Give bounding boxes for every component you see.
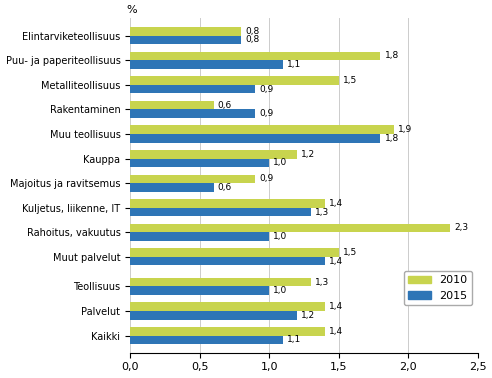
Bar	[130, 199, 325, 208]
Text: 1,1: 1,1	[287, 335, 302, 344]
Text: 1,2: 1,2	[301, 150, 315, 159]
Bar	[130, 302, 325, 311]
Text: 1,3: 1,3	[315, 208, 329, 217]
Text: 1,5: 1,5	[343, 248, 357, 257]
Text: 0,8: 0,8	[246, 36, 260, 45]
Bar	[130, 150, 297, 158]
Bar	[130, 232, 269, 241]
Bar	[130, 175, 255, 183]
Text: 1,0: 1,0	[274, 232, 287, 241]
Text: 1,0: 1,0	[274, 158, 287, 167]
Bar	[130, 36, 242, 44]
Bar	[130, 208, 311, 216]
Text: 0,9: 0,9	[259, 109, 274, 118]
Bar	[130, 287, 269, 295]
Legend: 2010, 2015: 2010, 2015	[404, 271, 472, 305]
Text: 1,5: 1,5	[343, 76, 357, 85]
Text: 2,3: 2,3	[454, 223, 468, 232]
Text: 0,6: 0,6	[218, 101, 232, 110]
Text: 1,4: 1,4	[329, 257, 343, 266]
Bar	[130, 27, 242, 36]
Bar	[130, 125, 394, 134]
Text: 1,3: 1,3	[315, 277, 329, 287]
Text: 1,4: 1,4	[329, 199, 343, 208]
Bar	[130, 248, 338, 257]
Text: 1,8: 1,8	[385, 51, 399, 60]
Text: 1,4: 1,4	[329, 302, 343, 311]
Bar	[130, 311, 297, 319]
Bar	[130, 158, 269, 167]
Bar	[130, 224, 450, 232]
Bar	[130, 76, 338, 85]
Text: 0,6: 0,6	[218, 183, 232, 192]
Text: 1,9: 1,9	[399, 125, 413, 134]
Text: 1,8: 1,8	[385, 134, 399, 143]
Bar	[130, 327, 325, 336]
Bar	[130, 52, 380, 60]
Bar	[130, 278, 311, 287]
Text: 1,1: 1,1	[287, 60, 302, 69]
Text: %: %	[126, 5, 137, 15]
Text: 0,9: 0,9	[259, 174, 274, 183]
Text: 0,9: 0,9	[259, 85, 274, 94]
Text: 1,2: 1,2	[301, 311, 315, 320]
Bar	[130, 257, 325, 265]
Bar	[130, 183, 214, 192]
Text: 1,4: 1,4	[329, 327, 343, 336]
Bar	[130, 60, 283, 69]
Bar	[130, 109, 255, 118]
Bar	[130, 134, 380, 143]
Text: 0,8: 0,8	[246, 27, 260, 36]
Bar	[130, 101, 214, 109]
Bar	[130, 336, 283, 344]
Bar	[130, 85, 255, 93]
Text: 1,0: 1,0	[274, 286, 287, 295]
